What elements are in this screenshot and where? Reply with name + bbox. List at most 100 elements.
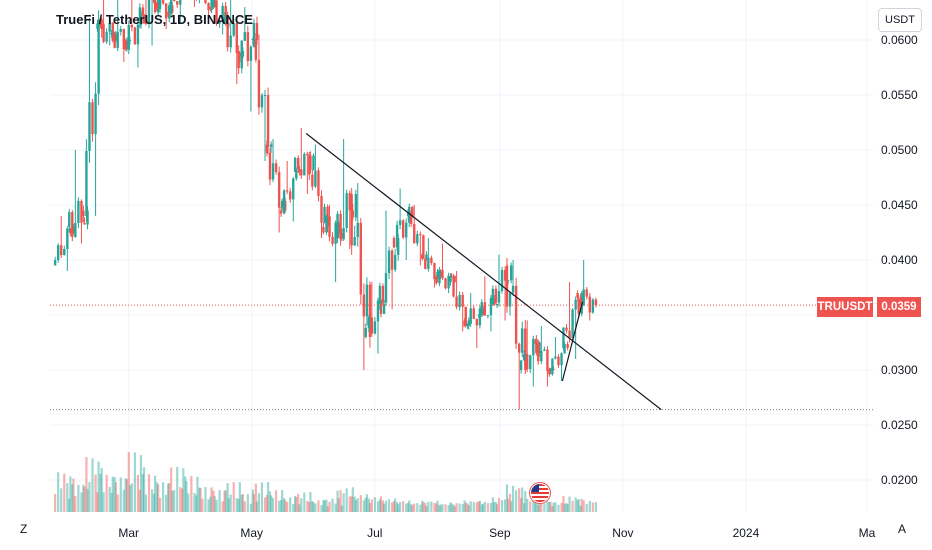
candle-body [254,38,258,60]
volume-bar [283,498,286,512]
volume-bar [314,503,317,512]
candle-body [105,31,108,42]
volume-bar [348,496,351,512]
volume-bar [378,499,381,512]
candle-body [466,323,469,327]
volume-bar [466,503,469,512]
volume-bar [179,487,182,512]
volume-bar [54,494,57,512]
candle-body [172,0,176,2]
candle-body [277,172,281,208]
volume-bar [270,495,273,512]
candle-body [463,320,466,327]
volume-bar [390,502,394,512]
volume-bar [523,503,526,512]
volume-bar [124,478,127,512]
candle-body [282,190,286,214]
candle-body [303,153,306,176]
volume-bar [356,498,359,512]
volume-bar [554,502,557,512]
candle-body [480,302,483,315]
candle-body [588,296,591,313]
volume-bar [421,500,424,512]
candle-body [458,294,461,308]
candle-body [138,7,142,24]
currency-button[interactable]: USDT [878,8,922,32]
volume-bar [158,497,162,512]
volume-bar [376,501,380,512]
trendlines[interactable] [305,133,662,411]
candle-body [235,23,238,54]
candle-body [94,93,97,135]
volume-bar [560,503,563,512]
volume-bar [88,481,91,512]
volume-bar [505,484,509,512]
volume-bar [260,482,264,512]
candle-body [323,206,326,223]
price-axis[interactable]: 0.0600 0.0550 0.0500 0.0450 0.0400 0.0300 0.02… [873,0,932,550]
volume-bar [80,492,83,512]
volume-bar [538,501,541,512]
volume-bar [309,492,312,512]
volume-bar [168,483,171,512]
volume-bar [566,504,569,512]
candle-body [477,314,480,316]
candle-body [71,212,74,237]
volume-bar [181,488,184,512]
us-flag-icon[interactable] [529,482,551,504]
volume-bar [450,503,453,512]
candle-body [390,250,394,270]
candle-body [571,309,574,338]
candle-body [537,342,540,362]
candle-body [494,288,498,303]
volume-bar [491,497,494,512]
candle-body [60,245,63,256]
volume-bar [218,490,221,512]
candle-body [384,273,388,303]
candle-body [252,22,256,47]
volume-bar [548,502,551,512]
price-tick-label: 0.0400 [881,253,918,267]
volume-bar [447,505,450,512]
time-tick-label: 2024 [733,526,760,540]
price-tick-label: 0.0200 [881,473,918,487]
candle-body [517,343,521,353]
volume-bar [518,488,521,512]
volume-bar [339,490,342,512]
auto-scale-toggle[interactable]: A [898,522,907,536]
volume-bar [193,492,196,512]
chart-title: TrueFi / TetherUS, 1D, BINANCE [56,12,253,27]
volume-bar [402,501,405,512]
candle-body [83,222,86,225]
candle-body [221,5,224,22]
volume-bar [486,503,489,512]
volume-bar [515,490,518,512]
volume-bar [71,484,74,512]
volume-bar [562,496,565,512]
volume-bar [497,498,501,512]
volume-bar [370,499,373,512]
candle-body [317,170,320,196]
volume-bar [289,497,292,512]
candle-body [113,32,116,48]
candle-body [461,294,464,307]
candle-body [416,234,419,244]
volume-bar [284,500,287,512]
volume-bar [238,482,241,512]
time-tick-label: Ma [859,526,876,540]
volume-bar [467,505,470,512]
candle-body [491,288,495,304]
log-scale-toggle[interactable]: Z [20,522,28,536]
candle-body [427,257,430,269]
volume-bar [373,497,377,512]
time-axis[interactable]: Mar May Jul Sep Nov 2024 Ma [0,513,876,550]
volume-bar [83,486,86,512]
price-tick-label: 0.0500 [881,143,918,157]
volume-bar [198,487,201,512]
candle-body [582,289,585,306]
candle-body [328,216,331,237]
volume-bar [300,498,303,512]
volume-bar [86,489,89,512]
